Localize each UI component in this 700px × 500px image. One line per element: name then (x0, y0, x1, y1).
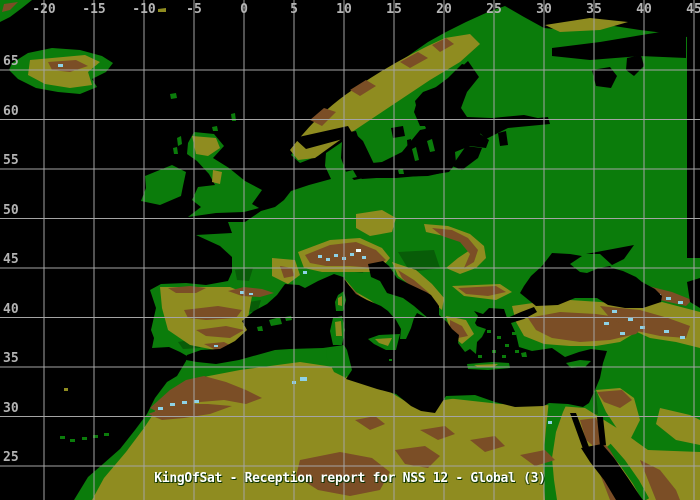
lon-label-45: 45 (686, 2, 700, 17)
lat-label-25: 25 (3, 450, 19, 465)
lat-label-40: 40 (3, 301, 19, 317)
terrain-mountains (148, 38, 692, 500)
lon-label-0: 0 (240, 2, 248, 17)
lat-label-35: 35 (3, 351, 19, 366)
lon-label-30: 30 (536, 2, 552, 17)
lat-label-30: 30 (3, 400, 19, 416)
lon-label-15: 15 (386, 2, 402, 17)
map-title: KingOfSat - Reception report for NSS 12 … (154, 471, 546, 486)
islands (0, 0, 591, 442)
lon-label-10: 10 (336, 2, 352, 17)
lon-label-25: 25 (486, 2, 502, 17)
lon-label-40: 40 (636, 2, 652, 17)
lon-label--15: -15 (82, 2, 106, 17)
lat-label-60: 60 (3, 103, 19, 119)
lon-label--20: -20 (32, 2, 56, 17)
lat-label-45: 45 (3, 252, 19, 267)
lon-label--10: -10 (132, 2, 156, 17)
lat-label-55: 55 (3, 153, 19, 168)
lon-label-5: 5 (290, 2, 298, 17)
lon-label-20: 20 (436, 2, 452, 17)
lon-label--5: -5 (186, 2, 202, 17)
lat-label-65: 65 (3, 54, 19, 69)
lat-label-50: 50 (3, 202, 19, 218)
lon-label-35: 35 (586, 2, 602, 17)
